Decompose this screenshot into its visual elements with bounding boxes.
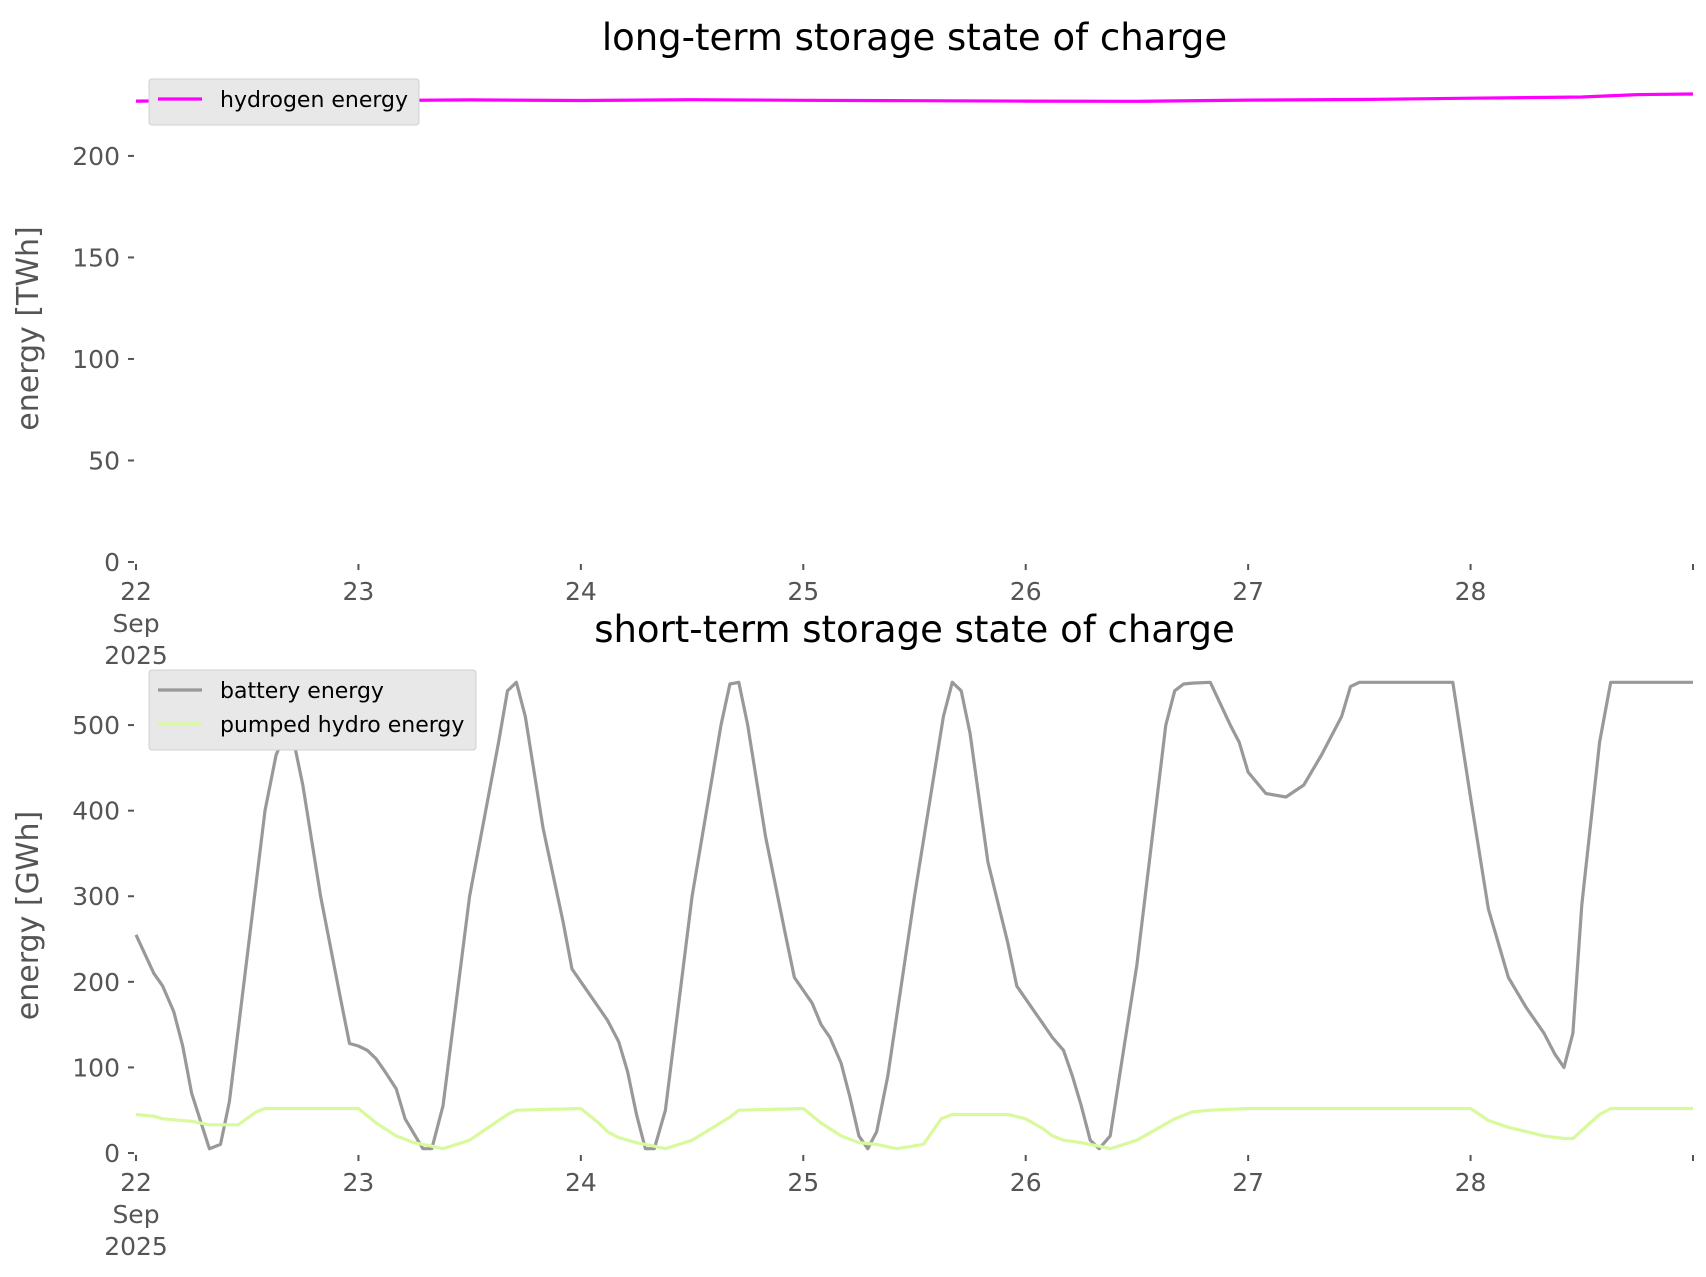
y-tick-label: 300 xyxy=(72,882,120,911)
legend: hydrogen energy xyxy=(148,78,420,126)
y-tick-label: 200 xyxy=(72,968,120,997)
long-term-storage-panel: long-term storage state of charge energy … xyxy=(11,16,1694,670)
short-term-storage-panel: short-term storage state of charge energy… xyxy=(11,608,1694,1261)
chart-title: short-term storage state of charge xyxy=(594,608,1235,651)
y-axis-label: energy [GWh] xyxy=(11,811,46,1020)
x-tick-label: 25 xyxy=(787,577,819,606)
y-tick-label: 400 xyxy=(72,797,120,826)
legend: battery energy pumped hydro energy xyxy=(148,669,477,751)
x-tick-label: 23 xyxy=(343,1168,375,1197)
y-tick-label: 500 xyxy=(72,711,120,740)
x-tick-label: 26 xyxy=(1010,577,1042,606)
x-tick-label: 23 xyxy=(343,577,375,606)
x-tick-label: 27 xyxy=(1232,1168,1264,1197)
x-tick-label: 2025 xyxy=(104,1232,168,1261)
x-tick-label: 25 xyxy=(787,1168,819,1197)
x-tick-label: Sep xyxy=(112,1200,159,1229)
x-tick-label: 26 xyxy=(1010,1168,1042,1197)
x-tick-label: 27 xyxy=(1232,577,1264,606)
x-tick-label: 2025 xyxy=(104,641,168,670)
legend-box xyxy=(148,78,420,126)
x-tick-label: 22 xyxy=(120,577,152,606)
legend-entry: hydrogen energy xyxy=(220,88,408,113)
y-axis-label: energy [TWh] xyxy=(11,226,46,430)
y-tick-label: 150 xyxy=(72,243,120,272)
chart-title: long-term storage state of charge xyxy=(602,16,1227,59)
y-tick-label: 50 xyxy=(88,446,120,475)
x-tick-label: Sep xyxy=(112,609,159,638)
y-tick-label: 0 xyxy=(104,1139,120,1168)
y-tick-label: 200 xyxy=(72,142,120,171)
x-tick-label: 28 xyxy=(1455,577,1487,606)
legend-box xyxy=(148,669,477,751)
x-tick-label: 24 xyxy=(565,577,597,606)
y-tick-label: 100 xyxy=(72,345,120,374)
legend-entry: pumped hydro energy xyxy=(220,713,464,738)
y-tick-label: 0 xyxy=(104,548,120,577)
x-tick-label: 24 xyxy=(565,1168,597,1197)
series-line-battery-energy xyxy=(134,680,1693,1151)
x-tick-label: 28 xyxy=(1455,1168,1487,1197)
series-line-pumped-hydro-energy xyxy=(135,1106,1693,1151)
x-tick-label: 22 xyxy=(120,1168,152,1197)
y-tick-label: 100 xyxy=(72,1053,120,1082)
legend-entry: battery energy xyxy=(220,679,384,704)
